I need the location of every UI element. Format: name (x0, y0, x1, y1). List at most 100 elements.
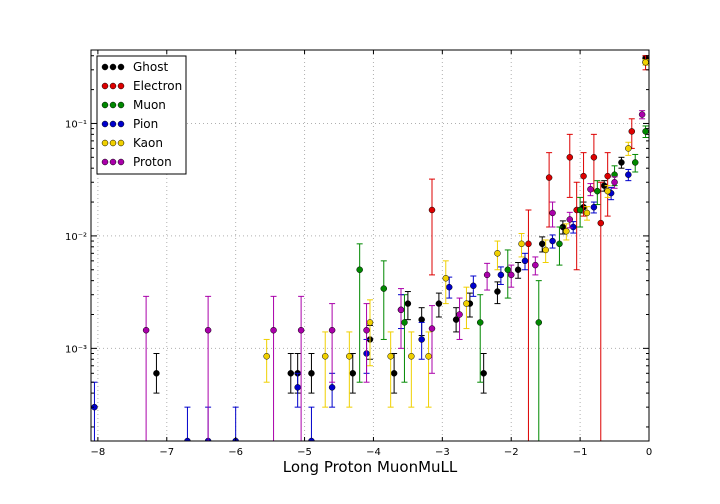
data-point (642, 128, 649, 135)
data-point (566, 216, 574, 223)
data-point (363, 326, 370, 334)
data-point (452, 316, 460, 323)
data-point (631, 159, 639, 166)
y-tick-label: 10⁻¹ (65, 119, 87, 130)
data-point (504, 266, 512, 274)
data-point (538, 240, 546, 248)
data-point (563, 227, 570, 235)
data-point (583, 209, 591, 217)
data-point (328, 326, 336, 334)
data-point (428, 206, 436, 214)
legend-marker (101, 101, 109, 109)
data-point (287, 370, 295, 377)
data-point (480, 370, 487, 377)
data-point (321, 353, 329, 360)
data-point (494, 288, 501, 295)
legend-marker (117, 120, 125, 128)
data-layer (91, 55, 649, 441)
legend-marker (109, 158, 117, 166)
data-point (580, 172, 587, 180)
legend-entry-muon: Muon (101, 98, 166, 112)
data-point (604, 172, 611, 180)
data-point (445, 283, 453, 291)
data-point (328, 384, 336, 391)
legend-entry-pion: Pion (101, 117, 158, 131)
data-point (418, 316, 425, 323)
data-point (532, 261, 539, 269)
data-point (514, 266, 522, 274)
data-point (604, 187, 611, 195)
series-muon (356, 125, 649, 441)
data-point (397, 306, 405, 314)
data-point (628, 128, 636, 135)
x-tick-label: −4 (366, 447, 381, 458)
data-point (418, 336, 425, 343)
legend-marker (109, 82, 117, 90)
x-tick-label: 0 (646, 447, 652, 458)
data-point (569, 223, 577, 231)
legend-label: Muon (133, 98, 166, 112)
legend: Ghost Electron Muon Pion Kaon Proton (96, 55, 187, 175)
legend-marker (101, 63, 109, 71)
data-point (294, 384, 301, 391)
legend-marker (109, 101, 117, 109)
legend-label: Pion (133, 117, 158, 131)
data-point (521, 257, 529, 265)
data-point (545, 174, 553, 181)
data-point (590, 203, 598, 211)
data-point (456, 311, 463, 318)
legend-marker (117, 101, 125, 109)
data-point (483, 271, 491, 279)
data-point (270, 326, 277, 334)
y-tick-label: 10⁻³ (65, 344, 87, 355)
x-axis-label: Long Proton MuonMuLL (283, 458, 458, 476)
data-point (625, 171, 632, 178)
y-tick-label: 10⁻² (65, 232, 87, 243)
legend-marker (117, 139, 125, 147)
legend-marker (117, 63, 125, 71)
data-point (142, 326, 150, 334)
data-point (366, 319, 374, 326)
series-kaon (263, 59, 649, 408)
series-proton (142, 110, 646, 441)
legend-marker (109, 63, 117, 71)
data-point (556, 240, 563, 248)
plot-frame (90, 49, 650, 442)
data-point (425, 353, 432, 360)
data-point (611, 179, 618, 186)
x-tick-label: −2 (504, 447, 519, 458)
data-point (470, 282, 477, 290)
data-point (297, 326, 305, 334)
data-point (380, 285, 388, 292)
x-tick-label: −8 (91, 447, 106, 458)
legend-marker (101, 120, 109, 128)
data-point (507, 271, 515, 279)
data-point (387, 353, 394, 360)
data-point (390, 370, 398, 377)
data-point (518, 240, 525, 248)
x-tick-label: −3 (435, 447, 450, 458)
data-point (590, 154, 598, 161)
data-point (408, 353, 415, 360)
data-point (525, 240, 532, 248)
data-point (153, 370, 160, 377)
legend-entry-proton: Proton (101, 155, 172, 169)
data-point (308, 370, 315, 377)
series-electron (428, 55, 649, 441)
data-point (356, 266, 363, 274)
legend-label: Electron (133, 79, 182, 93)
data-point (463, 300, 470, 307)
legend-marker (109, 139, 117, 147)
x-tick-label: −6 (228, 447, 243, 458)
legend-label: Kaon (133, 136, 163, 150)
legend-marker (109, 120, 117, 128)
axes: −8 −7 −6 −5 −4 −3 −2 −1 0 10⁻³ 10⁻² 10⁻¹ (65, 50, 652, 458)
data-point (594, 187, 601, 195)
legend-entry-electron: Electron (101, 79, 182, 93)
legend-label: Proton (133, 155, 172, 169)
data-point (542, 246, 549, 254)
legend-entry-ghost: Ghost (101, 60, 168, 74)
data-point (549, 209, 556, 217)
x-tick-label: −1 (573, 447, 588, 458)
